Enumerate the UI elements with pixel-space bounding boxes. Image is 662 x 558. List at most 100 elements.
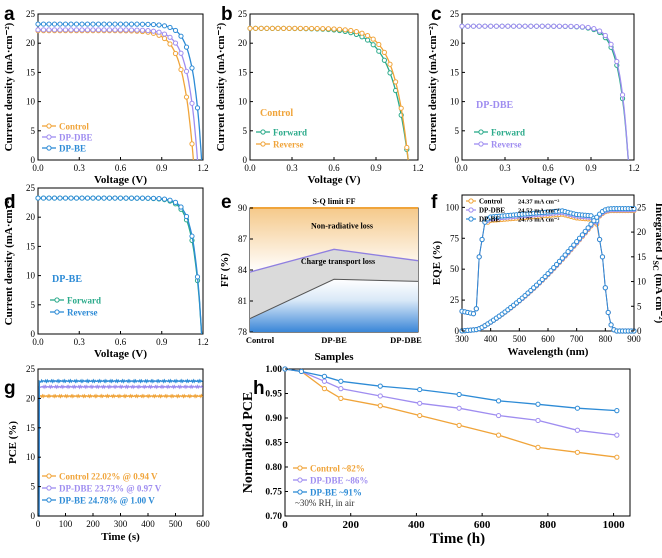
legend-label-dp-dbe: DP-DBE xyxy=(59,133,93,143)
legend-label-dp-be: DP-BE xyxy=(59,144,86,154)
x-tick-label: 0.9 xyxy=(156,337,168,347)
data-point xyxy=(393,79,399,85)
data-point xyxy=(482,23,488,29)
data-point xyxy=(183,68,190,74)
x-tick-label: 600 xyxy=(541,334,555,344)
panel-letter-f: f xyxy=(431,192,438,213)
data-point xyxy=(370,36,376,42)
integrated-point xyxy=(582,228,588,234)
data-point xyxy=(189,65,195,71)
legend-label-reverse: Reverse xyxy=(67,308,97,318)
panel-letter-d: d xyxy=(4,192,16,213)
data-point xyxy=(510,23,517,29)
data-point xyxy=(161,196,168,202)
x-tick-label: 300 xyxy=(114,519,128,529)
data-point xyxy=(68,21,74,27)
y-tick-label: 1.00 xyxy=(265,365,282,375)
data-point xyxy=(556,23,563,29)
x-tick-label: 0.0 xyxy=(244,163,256,173)
chart-b: 0.0 0.3 0.6 0.9 1.2 0 5 10 15 20 25 Voltage (V) Curr… xyxy=(215,9,424,186)
lower-ff-line xyxy=(249,278,419,320)
panel-letter-b: b xyxy=(221,4,233,25)
achieved-ff-area xyxy=(250,279,418,332)
chart-e: S-Q limit FF Non-radiative loss Charge tra… xyxy=(219,197,422,363)
data-point xyxy=(321,386,328,392)
x-tick-label: 0.9 xyxy=(370,163,382,173)
data-point xyxy=(90,195,96,201)
integrated-point xyxy=(545,271,551,277)
data-point xyxy=(365,37,371,43)
data-point xyxy=(470,23,477,29)
data-point xyxy=(247,25,253,31)
integrated-point xyxy=(565,249,571,255)
data-point xyxy=(297,25,303,31)
data-point xyxy=(528,23,534,29)
integrated-point xyxy=(574,239,580,245)
nonradiative-area xyxy=(250,208,418,273)
data-point xyxy=(134,21,140,27)
x-tick-label: 0.3 xyxy=(74,337,86,347)
y-tick-label: 25 xyxy=(450,9,460,19)
sq-limit-label: S-Q limit FF xyxy=(312,197,355,206)
data-point xyxy=(381,57,387,63)
y-tick-label: 84 xyxy=(238,265,248,275)
data-point xyxy=(128,21,135,27)
y-tick-label: 0.85 xyxy=(265,439,282,449)
data-point xyxy=(84,195,91,201)
eqe-point xyxy=(473,306,479,312)
data-point xyxy=(533,23,540,29)
data-point xyxy=(112,21,118,27)
legend-marker xyxy=(54,309,60,315)
integrated-point xyxy=(594,214,600,220)
x-tick-label: 200 xyxy=(86,519,100,529)
data-point xyxy=(156,29,162,35)
x-axis-label: Samples xyxy=(314,351,354,363)
y-tick-label: 20 xyxy=(450,38,460,48)
data-point xyxy=(134,195,140,201)
legend-label-forward: Forward xyxy=(67,296,101,306)
data-point xyxy=(614,408,620,414)
data-point xyxy=(292,25,298,31)
data-point xyxy=(338,395,344,401)
data-point xyxy=(574,449,581,455)
legend-marker xyxy=(54,297,60,303)
data-point xyxy=(95,27,102,33)
data-point xyxy=(139,21,146,27)
data-point xyxy=(614,454,620,460)
x-tick-label: 1.2 xyxy=(197,337,208,347)
y-tick-label: 10 xyxy=(26,97,36,107)
y-tick-label: 81 xyxy=(238,296,247,306)
x-tick-label: 0 xyxy=(36,519,41,529)
data-point xyxy=(337,26,343,32)
sample-label: Control xyxy=(260,108,293,119)
y-tick-label: 0.95 xyxy=(265,390,282,400)
y-tick-label: 5 xyxy=(31,126,36,136)
legend-label: Control 22.02% @ 0.94 V xyxy=(59,472,158,482)
data-point xyxy=(150,21,157,28)
data-point xyxy=(134,27,140,33)
y-tick-label: 25 xyxy=(238,9,248,19)
legend-marker xyxy=(46,123,52,129)
x-tick-label: 0.3 xyxy=(499,163,511,173)
data-point xyxy=(488,23,494,29)
data-point xyxy=(325,26,331,32)
data-point xyxy=(535,401,541,407)
x-tick-label: 400 xyxy=(484,334,498,344)
integrated-point xyxy=(576,235,583,241)
y-tick-label: 20 xyxy=(26,212,36,222)
chart-c: 0.0 0.3 0.6 0.9 1.2 0 5 10 15 20 25 Voltage (V) Curr… xyxy=(427,9,640,186)
data-point xyxy=(597,28,603,34)
y-tick-label: 15 xyxy=(26,423,36,433)
panel-letter-c: c xyxy=(431,4,442,25)
data-point xyxy=(46,21,52,27)
data-point xyxy=(476,23,482,29)
data-point xyxy=(459,23,465,29)
data-point xyxy=(57,27,63,33)
integrated-point xyxy=(591,218,597,224)
y-tick-label: 87 xyxy=(238,234,248,244)
legend-marker xyxy=(478,141,484,147)
data-point xyxy=(602,32,608,39)
integrated-point xyxy=(579,232,586,238)
data-point xyxy=(178,66,184,73)
data-point xyxy=(275,25,281,31)
